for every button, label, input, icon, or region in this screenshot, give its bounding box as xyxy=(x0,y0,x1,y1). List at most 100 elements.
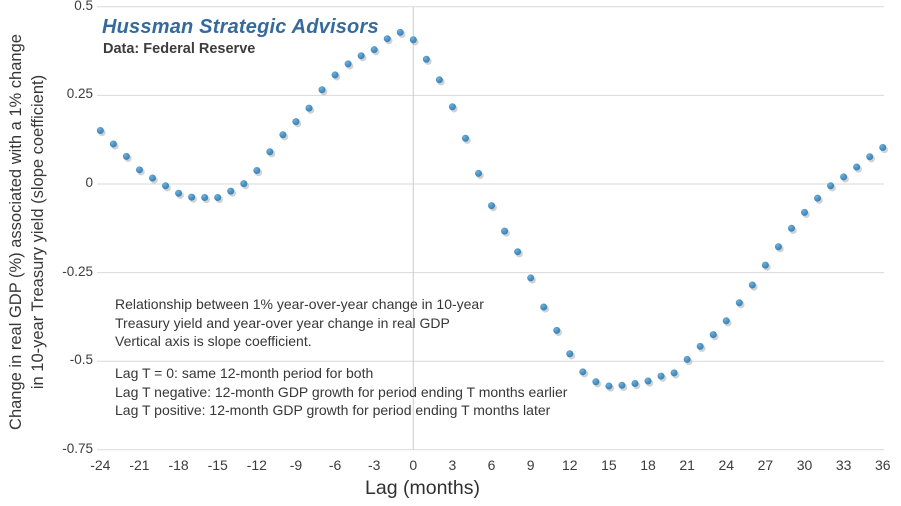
data-point xyxy=(853,163,861,171)
data-point xyxy=(566,350,574,358)
annotation-block-lag-definitions: Lag T = 0: same 12-month period for both… xyxy=(115,364,567,420)
x-tick-label: -12 xyxy=(246,457,267,473)
data-point xyxy=(683,355,691,363)
annotation-line: Lag T = 0: same 12-month period for both xyxy=(115,365,374,381)
y-axis-title-line1: Change in real GDP (%) associated with a… xyxy=(7,34,25,430)
data-point xyxy=(787,224,795,232)
x-tick-label: 6 xyxy=(487,457,496,473)
y-axis-title: Change in real GDP (%) associated with a… xyxy=(5,6,57,458)
y-tick-label: 0.25 xyxy=(66,86,93,102)
data-point xyxy=(761,261,769,269)
data-point xyxy=(383,35,391,43)
x-tick-label: 15 xyxy=(601,457,617,473)
data-point xyxy=(109,140,117,148)
annotation-line: Relationship between 1% year-over-year c… xyxy=(115,296,484,312)
x-tick-label: 21 xyxy=(679,457,695,473)
data-point xyxy=(266,148,274,156)
y-tick-label: -0.25 xyxy=(62,263,93,279)
data-point xyxy=(435,76,443,84)
y-axis-title-line2: in 10-year Treasury yield (slope coeffic… xyxy=(29,74,47,390)
annotation-line: Vertical axis is slope coefficient. xyxy=(115,333,312,349)
x-tick-label: -3 xyxy=(367,457,381,473)
x-tick-label: 3 xyxy=(448,457,457,473)
x-tick-label: 0 xyxy=(409,457,418,473)
data-point xyxy=(774,243,782,251)
y-tick-label: -0.5 xyxy=(69,352,93,368)
x-tick-label: 18 xyxy=(640,457,656,473)
data-point xyxy=(540,303,548,311)
data-point xyxy=(618,381,626,389)
data-point xyxy=(305,104,313,112)
data-point xyxy=(253,167,261,175)
data-point xyxy=(748,281,756,289)
x-tick-label: -6 xyxy=(328,457,342,473)
data-point xyxy=(135,166,143,174)
data-point xyxy=(879,143,887,151)
x-tick-label: -15 xyxy=(207,457,228,473)
annotation-line: Lag T positive: 12-month GDP growth for … xyxy=(115,402,551,418)
data-point xyxy=(514,248,522,256)
data-point xyxy=(344,60,352,68)
data-point xyxy=(162,182,170,190)
data-point xyxy=(448,103,456,111)
data-point xyxy=(814,194,822,202)
annotation-line: Treasury yield and year-over year change… xyxy=(115,314,450,331)
x-tick-label: -18 xyxy=(168,457,189,473)
data-point xyxy=(292,118,300,126)
data-point xyxy=(240,180,248,188)
x-tick-label: 36 xyxy=(874,457,891,473)
data-source-label: Data: Federal Reserve xyxy=(103,41,256,57)
x-tick-label: -9 xyxy=(289,457,303,473)
data-point xyxy=(631,380,639,388)
gridlines xyxy=(97,6,884,451)
data-point xyxy=(461,134,469,142)
data-point xyxy=(696,342,704,350)
data-point xyxy=(331,71,339,79)
x-axis-title: Lag (months) xyxy=(365,477,480,499)
x-tick-label: 30 xyxy=(796,457,813,473)
x-tick-label: 33 xyxy=(835,457,852,473)
data-point xyxy=(175,189,183,197)
x-tick-label: 24 xyxy=(718,457,735,473)
x-tick-label: 27 xyxy=(757,457,774,473)
data-point xyxy=(488,202,496,210)
data-point xyxy=(396,28,404,36)
data-point xyxy=(527,274,535,282)
data-point xyxy=(357,52,365,60)
data-point xyxy=(149,174,156,182)
data-point xyxy=(657,372,665,380)
data-point xyxy=(214,193,222,201)
data-point xyxy=(722,317,730,325)
data-point xyxy=(501,227,509,235)
data-point xyxy=(735,299,743,307)
annotation-block-relationship: Relationship between 1% year-over-year c… xyxy=(115,295,484,351)
data-point xyxy=(644,377,652,385)
data-point xyxy=(201,193,209,201)
data-point xyxy=(422,55,430,63)
x-tick-label: 9 xyxy=(526,457,535,473)
data-point xyxy=(866,153,874,161)
data-point xyxy=(409,36,417,44)
data-point xyxy=(801,208,808,216)
x-tick-label: -21 xyxy=(129,457,150,473)
data-point xyxy=(227,187,235,195)
x-tick-label: 12 xyxy=(561,457,578,473)
data-points xyxy=(96,28,889,392)
data-point xyxy=(318,86,326,94)
brand-title: Hussman Strategic Advisors xyxy=(102,16,379,38)
data-point xyxy=(827,182,835,190)
annotation-line: Lag T negative: 12-month GDP growth for … xyxy=(115,383,568,400)
data-point xyxy=(188,193,196,201)
data-point xyxy=(709,331,717,339)
data-point xyxy=(279,131,287,139)
data-point xyxy=(553,326,561,334)
data-point xyxy=(840,173,848,181)
data-point xyxy=(370,46,378,54)
y-tick-label: 0.5 xyxy=(74,0,93,13)
data-point xyxy=(592,378,600,386)
data-point xyxy=(579,368,587,376)
x-tick-label: -24 xyxy=(90,457,111,473)
data-point xyxy=(122,152,130,160)
